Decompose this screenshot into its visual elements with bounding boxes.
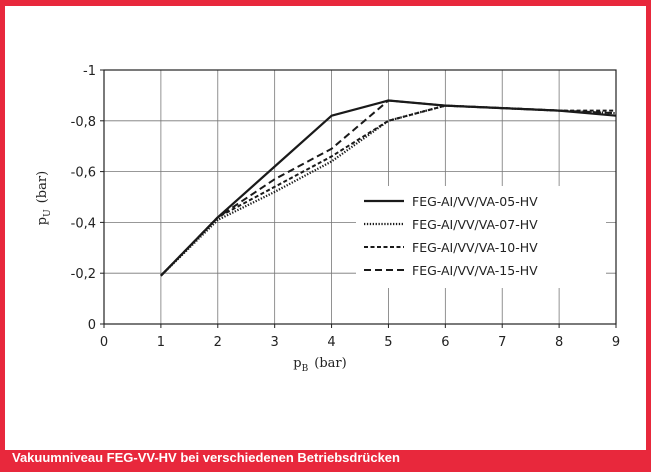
x-tick-label: 5 [384,335,392,350]
y-axis-label-unit: (bar) [35,171,50,203]
x-tick-label: 6 [441,335,449,350]
y-axis-label: pU (bar) [35,171,53,225]
y-tick-label: -0,8 [71,115,96,130]
legend-label-1: FEG-AI/VV/VA-05-HV [412,194,538,209]
x-tick-label: 4 [327,335,335,350]
y-tick-label: -1 [83,64,96,79]
x-tick-label: 1 [157,335,165,350]
y-tick-label: -0,2 [71,267,96,282]
y-axis-label-sub: U [43,209,53,217]
series-lines [160,99,617,277]
line-chart: 0 1 2 3 4 5 6 7 8 9 0 -0,2 -0,4 -0,6 -0,8 -1 FEG-AI/VV… [35,64,620,374]
x-axis-ticks: 0 1 2 3 4 5 6 7 8 9 [100,324,620,350]
plot-area [103,69,617,325]
x-tick-label: 2 [214,335,222,350]
x-axis-label-main: p [293,356,301,371]
figure-caption: Vakuumniveau FEG-VV-HV bei verschiedenen… [12,450,400,465]
x-tick-label: 8 [555,335,563,350]
x-axis-label-sub: B [302,364,309,374]
x-tick-label: 9 [612,335,620,350]
legend-label-3: FEG-AI/VV/VA-10-HV [412,240,538,255]
legend: FEG-AI/VV/VA-05-HV FEG-AI/VV/VA-07-HV FEG-… [356,186,606,288]
x-tick-label: 3 [271,335,279,350]
x-axis-label: pB (bar) [293,356,346,374]
y-axis-ticks: 0 -0,2 -0,4 -0,6 -0,8 -1 [71,64,104,333]
y-tick-label: -0,6 [71,166,96,181]
x-tick-label: 0 [100,335,108,350]
y-tick-label: -0,4 [71,216,96,231]
y-axis-label-main: p [35,217,50,225]
series-line-4 [160,99,617,277]
y-tick-label: 0 [88,318,96,333]
x-axis-label-unit: (bar) [314,356,346,371]
caption-bar: Vakuumniveau FEG-VV-HV bei verschiedenen… [0,450,651,472]
legend-label-2: FEG-AI/VV/VA-07-HV [412,217,538,232]
legend-label-4: FEG-AI/VV/VA-15-HV [412,263,538,278]
x-tick-label: 7 [498,335,506,350]
